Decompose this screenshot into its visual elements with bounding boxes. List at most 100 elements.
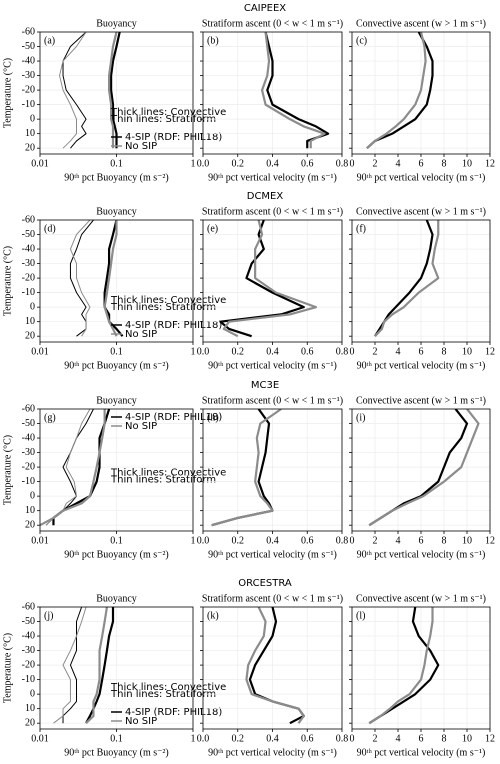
annotation: Thin lines: Stratiform xyxy=(110,302,216,313)
panel-title: Convective ascent (w > 1 m s⁻¹) xyxy=(356,395,486,406)
y-axis-label: Temperature (°C) xyxy=(2,58,13,128)
profile-line xyxy=(103,220,118,337)
annotation: Thin lines: Stratiform xyxy=(110,114,216,125)
x-tick-label: 0.0 xyxy=(197,733,210,744)
x-axis-label: 90ᵗʰ pct vertical velocity (m s⁻¹) xyxy=(357,360,486,371)
x-axis-label: 90ᵗʰ pct Buoyancy (m s⁻²) xyxy=(64,172,169,183)
profile-line xyxy=(245,607,305,724)
y-tick-label: -60 xyxy=(22,403,35,414)
x-tick-label: 8 xyxy=(442,346,447,357)
x-tick-label: 1 xyxy=(191,733,196,744)
plot-frame xyxy=(202,606,343,730)
profile-line xyxy=(62,32,87,149)
x-tick-label: 0.1 xyxy=(110,346,123,357)
panel-title: Stratiform ascent (0 < w < 1 m s⁻¹) xyxy=(202,206,343,217)
legend-label: No SIP xyxy=(125,716,157,727)
profile-line xyxy=(59,32,87,149)
y-tick-label: 10 xyxy=(25,128,35,139)
legend-label: No SIP xyxy=(125,421,157,432)
y-tick-label: -60 xyxy=(22,214,35,225)
x-tick-label: 0 xyxy=(350,346,355,357)
panel-label: (c) xyxy=(356,35,367,46)
legend-label: 4-SIP (RDF: PHIL18) xyxy=(125,132,222,143)
profile-line xyxy=(368,409,480,527)
y-axis-label: Temperature (°C) xyxy=(2,633,13,703)
y-tick-label: -50 xyxy=(22,616,35,627)
plot-frame xyxy=(351,219,491,343)
x-tick-label: 0.0 xyxy=(197,535,210,546)
x-tick-label: 0.2 xyxy=(232,733,245,744)
panel-label: (k) xyxy=(207,610,219,621)
x-tick-label: 0.01 xyxy=(31,733,49,744)
panel-title: Buoyancy xyxy=(96,18,137,29)
y-tick-label: 20 xyxy=(25,519,35,530)
plot-frame xyxy=(39,31,194,155)
profile-line xyxy=(219,220,305,338)
y-tick-label: 10 xyxy=(25,505,35,516)
plot-frame xyxy=(39,219,194,343)
y-tick-label: -30 xyxy=(22,258,35,269)
x-tick-label: 4 xyxy=(396,346,401,357)
plot-frame xyxy=(202,408,343,532)
legend-label: 4-SIP (RDF: PHIL18) xyxy=(125,320,222,331)
y-tick-label: 10 xyxy=(25,316,35,327)
x-axis-label: 90ᵗʰ pct vertical velocity (m s⁻¹) xyxy=(208,172,337,183)
y-tick-label: 0 xyxy=(30,490,35,501)
x-tick-label: 0.1 xyxy=(110,158,123,169)
x-tick-label: 1 xyxy=(191,158,196,169)
annotation: Thick lines: Convective xyxy=(110,682,226,693)
legend-label: 4-SIP (RDF: PHIL18) xyxy=(125,412,222,423)
y-tick-label: -20 xyxy=(22,84,35,95)
plot-frame xyxy=(202,219,343,343)
y-tick-label: -30 xyxy=(22,447,35,458)
x-axis-label: 90ᵗʰ pct vertical velocity (m s⁻¹) xyxy=(208,549,337,560)
x-tick-label: 10 xyxy=(462,346,472,357)
x-axis-label: 90ᵗʰ pct Buoyancy (m s⁻²) xyxy=(64,360,169,371)
plot-frame xyxy=(351,606,491,730)
y-tick-label: -40 xyxy=(22,243,35,254)
legend-label: No SIP xyxy=(125,329,157,340)
x-tick-label: 8 xyxy=(442,733,447,744)
y-tick-label: -20 xyxy=(22,461,35,472)
x-tick-label: 8 xyxy=(442,158,447,169)
x-tick-label: 10 xyxy=(462,535,472,546)
x-tick-label: 0.6 xyxy=(301,535,314,546)
x-tick-label: 0 xyxy=(350,158,355,169)
profile-line xyxy=(211,409,282,527)
y-tick-label: 0 xyxy=(30,688,35,699)
profile-line xyxy=(368,607,434,725)
profile-line xyxy=(110,32,121,149)
x-tick-label: 4 xyxy=(396,535,401,546)
profile-line xyxy=(40,409,106,527)
y-tick-label: -50 xyxy=(22,418,35,429)
x-tick-label: 12 xyxy=(485,535,495,546)
x-tick-label: 2 xyxy=(373,346,378,357)
x-tick-label: 0.8 xyxy=(336,535,349,546)
profile-line xyxy=(222,220,318,338)
x-tick-label: 10 xyxy=(462,733,472,744)
annotation: Thin lines: Stratiform xyxy=(110,474,216,485)
campaign-title: ORCESTRA xyxy=(238,578,292,589)
panel-label: (a) xyxy=(44,35,55,46)
profile-line xyxy=(62,607,83,724)
y-tick-label: -40 xyxy=(22,55,35,66)
x-tick-label: 0.8 xyxy=(336,733,349,744)
x-tick-label: 0.0 xyxy=(197,346,210,357)
y-axis-label: Temperature (°C) xyxy=(2,435,13,505)
plot-frame xyxy=(202,31,343,155)
x-tick-label: 0.0 xyxy=(197,158,210,169)
panel-title: Convective ascent (w > 1 m s⁻¹) xyxy=(356,206,486,217)
x-tick-label: 0.4 xyxy=(266,733,279,744)
panel-title: Convective ascent (w > 1 m s⁻¹) xyxy=(356,18,486,29)
plot-frame xyxy=(351,408,491,532)
x-axis-label: 90ᵗʰ pct vertical velocity (m s⁻¹) xyxy=(208,747,337,758)
profile-line xyxy=(69,220,91,337)
x-axis-label: 90ᵗʰ pct Buoyancy (m s⁻²) xyxy=(64,549,169,560)
x-tick-label: 0.4 xyxy=(266,346,279,357)
profile-line xyxy=(374,220,440,337)
x-tick-label: 0.6 xyxy=(301,346,314,357)
x-tick-label: 0.4 xyxy=(266,535,279,546)
x-tick-label: 0.1 xyxy=(110,535,123,546)
panel-label: (f) xyxy=(356,223,366,234)
panel-label: (b) xyxy=(207,35,219,46)
